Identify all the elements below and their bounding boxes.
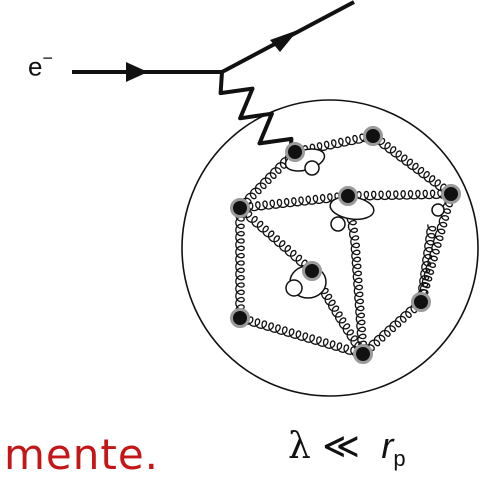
quark-right: [441, 184, 461, 204]
gluon-line-10: [416, 192, 455, 302]
gluon-line-6: [235, 207, 245, 319]
incoming-electron-arrow: [126, 62, 148, 82]
electron-label: e−: [28, 48, 53, 83]
gluon-line-12: [238, 314, 363, 359]
antiquark-middle: [285, 279, 303, 297]
gluon-line-7: [236, 206, 314, 275]
quark-bottom: [353, 344, 373, 364]
quark-left: [230, 198, 250, 218]
caption-text: mente.: [4, 430, 160, 479]
gluon-line-2: [370, 133, 453, 198]
virtual-photon: [218, 71, 294, 161]
quark-center: [338, 186, 358, 206]
gluon-line-9: [350, 242, 368, 355]
quark-top-left: [285, 142, 305, 162]
wavelength-symbol: λ: [288, 426, 311, 467]
quark-mid: [302, 261, 322, 281]
quark-top-right: [363, 126, 383, 146]
gluon-line-4: [240, 191, 349, 213]
electron-charge: −: [42, 48, 53, 68]
radius-symbol: rp: [381, 425, 406, 472]
antiquark-top: [304, 160, 320, 176]
outgoing-electron-arrow: [270, 30, 298, 52]
wavelength-relation: λ ≪ rp: [288, 425, 406, 472]
gluon-line-3: [236, 148, 297, 210]
quarks: [230, 126, 461, 364]
radius-subscript: p: [393, 446, 406, 472]
quark-bottom-left: [230, 308, 250, 328]
relation-symbol: ≪: [322, 426, 360, 467]
photon-wavy-line: [218, 71, 294, 161]
gluon-line-5: [347, 189, 452, 201]
proton-boundary: [181, 99, 479, 397]
antiquark-right: [431, 203, 445, 217]
quark-bottom-right: [411, 292, 431, 312]
gluon-lines: [235, 131, 455, 359]
antiquark-center: [330, 216, 346, 232]
electron-symbol: e: [28, 51, 43, 82]
